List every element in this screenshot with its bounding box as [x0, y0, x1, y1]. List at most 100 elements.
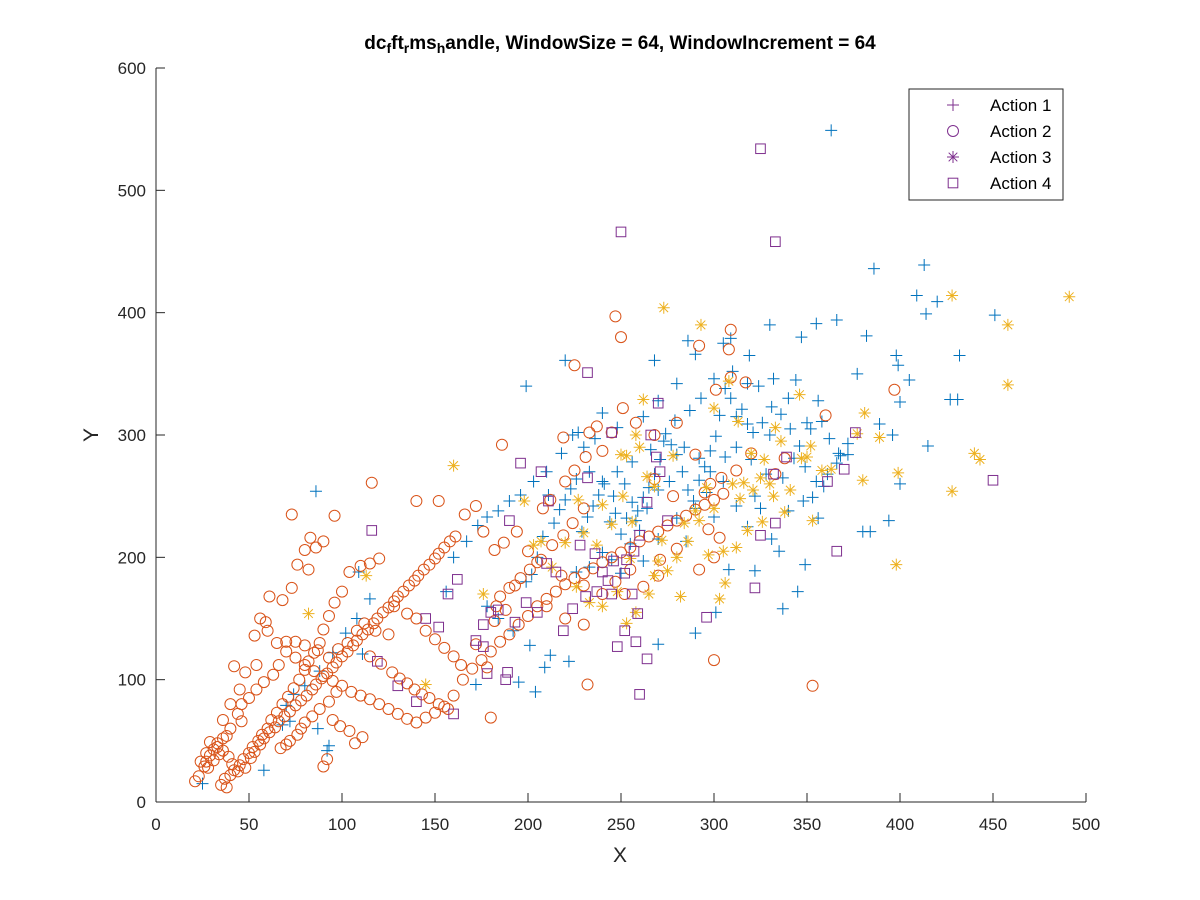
data-point: [987, 474, 999, 486]
series-action-2: [189, 310, 901, 794]
data-point: [801, 416, 813, 429]
data-point: [648, 354, 661, 367]
data-point: [670, 551, 683, 564]
data-point: [774, 435, 787, 448]
data-point: [442, 588, 454, 600]
data-point: [293, 673, 306, 686]
legend-label: Action 2: [990, 122, 1051, 141]
data-point: [580, 591, 591, 602]
data-point: [452, 574, 463, 585]
data-point: [582, 367, 593, 378]
data-point: [648, 480, 661, 493]
data-point: [246, 740, 259, 753]
x-tick-label: 200: [514, 815, 542, 834]
data-point: [596, 475, 609, 488]
data-point: [946, 485, 959, 498]
y-axis-ticks: 0 100 200 300 400 500 600: [118, 59, 165, 812]
data-point: [903, 373, 916, 386]
data-point: [801, 451, 813, 464]
legend-box: [908, 88, 1064, 201]
data-point: [216, 714, 229, 727]
data-point: [662, 515, 673, 526]
x-tick-label: 450: [979, 815, 1007, 834]
data-point: [812, 512, 825, 525]
data-point: [298, 663, 311, 676]
data-point: [951, 393, 964, 406]
data-point: [250, 683, 263, 696]
data-point: [401, 677, 414, 690]
data-point: [654, 453, 667, 466]
data-point: [770, 517, 781, 529]
data-point: [615, 448, 627, 461]
data-point: [708, 654, 720, 667]
data-point: [322, 695, 335, 708]
data-point: [776, 602, 789, 615]
data-point: [495, 438, 508, 451]
data-point: [624, 563, 637, 576]
data-point: [704, 444, 717, 457]
data-point: [890, 349, 903, 362]
data-point: [693, 474, 706, 487]
data-point: [332, 643, 345, 656]
data-point: [850, 427, 861, 438]
data-point: [559, 578, 572, 591]
legend-marker: [947, 177, 959, 189]
data-point: [694, 392, 707, 405]
data-point: [447, 459, 460, 472]
data-point: [280, 645, 293, 658]
x-tick-label: 350: [793, 815, 821, 834]
data-point: [269, 721, 282, 734]
data-point: [609, 507, 622, 520]
data-point: [596, 556, 609, 569]
data-point: [890, 558, 903, 571]
data-point: [946, 289, 959, 302]
data-point: [438, 641, 451, 654]
data-point: [754, 471, 767, 484]
plot-area: [189, 124, 1076, 794]
data-point: [831, 545, 843, 557]
data-point: [812, 394, 825, 407]
data-point: [737, 476, 750, 489]
data-point: [514, 572, 527, 585]
data-point: [598, 477, 611, 490]
data-point: [330, 685, 343, 698]
data-point: [382, 703, 395, 716]
y-tick-label: 300: [118, 426, 146, 445]
data-point: [410, 716, 423, 729]
data-point: [239, 761, 252, 774]
data-point: [523, 639, 536, 652]
data-point: [749, 582, 761, 594]
data-point: [652, 394, 665, 407]
data-point: [717, 545, 730, 558]
data-point: [309, 541, 322, 554]
data-point: [322, 610, 335, 623]
data-point: [456, 673, 469, 686]
data-point: [633, 535, 646, 548]
data-point: [748, 564, 761, 577]
data-point: [336, 585, 348, 598]
data-point: [892, 466, 905, 479]
data-point: [550, 566, 562, 578]
data-point: [724, 332, 737, 345]
data-point: [544, 493, 557, 506]
x-axis-ticks: 0 50 100 150 200 250 300 350 400 450 500: [151, 793, 1100, 834]
data-point: [719, 577, 732, 590]
data-point: [540, 600, 553, 613]
data-point: [432, 547, 445, 560]
data-point: [799, 460, 812, 473]
data-point: [693, 563, 706, 576]
data-point: [224, 698, 237, 711]
data-point: [668, 414, 681, 427]
data-point: [570, 580, 583, 593]
data-point: [726, 477, 739, 490]
data-point: [477, 525, 490, 538]
x-tick-label: 150: [421, 815, 449, 834]
data-point: [722, 343, 735, 356]
data-point: [596, 588, 609, 601]
data-point: [313, 636, 326, 649]
data-point: [624, 552, 637, 565]
data-point: [518, 495, 531, 508]
data-point: [313, 703, 326, 716]
data-point: [363, 693, 376, 706]
data-point: [778, 506, 791, 519]
